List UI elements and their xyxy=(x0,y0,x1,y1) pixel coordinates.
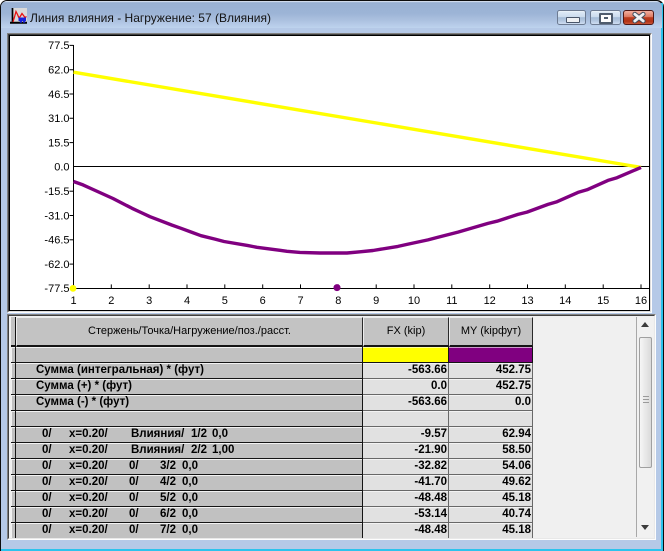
svg-text:3: 3 xyxy=(146,295,152,307)
svg-text:2: 2 xyxy=(108,295,114,307)
svg-text:15: 15 xyxy=(597,295,609,307)
svg-text:77.5: 77.5 xyxy=(48,40,69,52)
svg-text:14: 14 xyxy=(559,295,571,307)
svg-text:-31.0: -31.0 xyxy=(44,210,69,222)
svg-text:6: 6 xyxy=(260,295,266,307)
svg-text:-46.5: -46.5 xyxy=(44,235,69,247)
svg-text:13: 13 xyxy=(521,295,533,307)
svg-text:0.0: 0.0 xyxy=(54,162,69,174)
svg-text:-77.5: -77.5 xyxy=(44,283,69,295)
svg-text:8: 8 xyxy=(335,295,341,307)
svg-text:-62.0: -62.0 xyxy=(44,259,69,271)
svg-text:7: 7 xyxy=(297,295,303,307)
svg-text:12: 12 xyxy=(484,295,496,307)
svg-text:11: 11 xyxy=(446,295,457,307)
svg-text:46.5: 46.5 xyxy=(48,89,69,101)
svg-text:31.0: 31.0 xyxy=(48,113,69,125)
svg-text:-15.5: -15.5 xyxy=(44,186,69,198)
svg-text:4: 4 xyxy=(184,295,190,307)
svg-text:15.5: 15.5 xyxy=(48,137,69,149)
svg-text:10: 10 xyxy=(408,295,420,307)
svg-text:1: 1 xyxy=(70,295,76,307)
svg-text:62.0: 62.0 xyxy=(48,65,69,77)
svg-text:16: 16 xyxy=(635,295,647,307)
svg-text:9: 9 xyxy=(373,295,379,307)
svg-text:5: 5 xyxy=(222,295,228,307)
